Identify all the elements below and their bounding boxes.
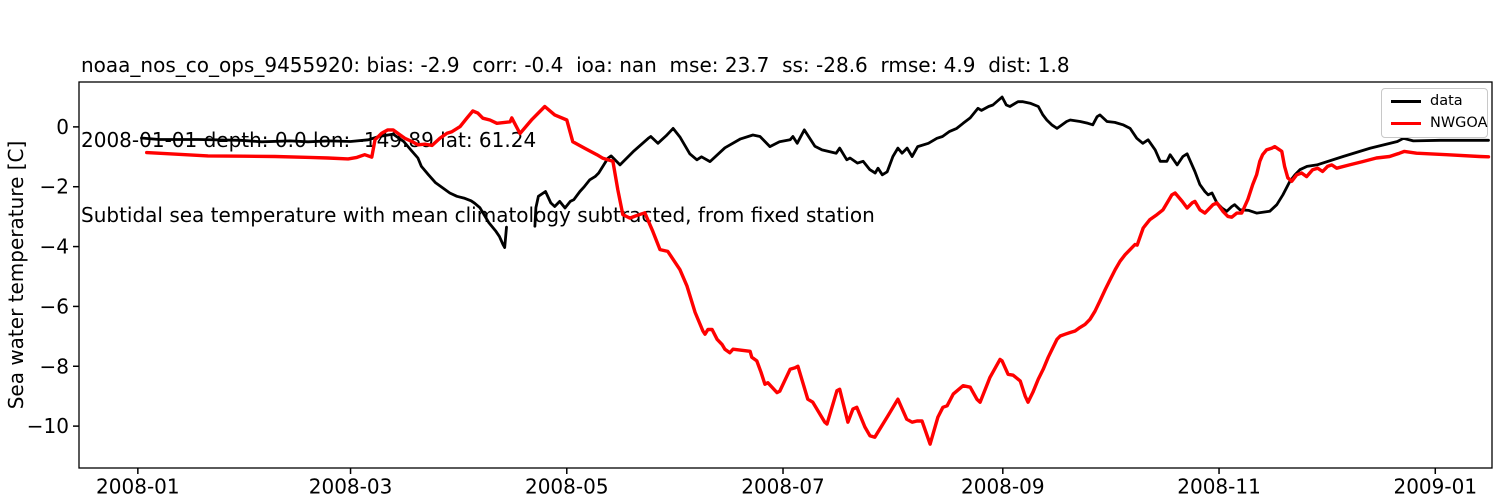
x-tick-label: 2009-01 (1393, 475, 1477, 499)
axes-frame (78, 81, 1493, 469)
series-line-nwgoa (144, 104, 1491, 446)
legend-label-data: data (1430, 93, 1463, 109)
x-tick-label: 2008-03 (309, 475, 393, 499)
x-tick-label: 2008-07 (741, 475, 825, 499)
y-tick-label: 0 (56, 115, 69, 139)
x-tick-label: 2008-01 (96, 475, 180, 499)
x-tick-label: 2008-11 (1177, 475, 1261, 499)
y-tick-label: −2 (40, 175, 69, 199)
series-line-data (533, 95, 1490, 228)
chart-title-line-3: Subtidal sea temperature with mean clima… (81, 203, 875, 227)
y-tick-label: −8 (40, 354, 69, 378)
legend-line-sample-data (1391, 100, 1421, 103)
x-tick-label: 2008-05 (525, 475, 609, 499)
x-tick-label: 2008-09 (961, 475, 1045, 499)
legend-entry-nwgoa: NWGOA (1391, 116, 1488, 131)
chart-title: noaa_nos_co_ops_9455920: bias: -2.9 corr… (81, 3, 1070, 278)
legend-label-nwgoa: NWGOA (1430, 115, 1488, 131)
series-line-data (139, 132, 508, 249)
legend-entry-data: data (1391, 94, 1478, 109)
legend-line-sample-nwgoa (1391, 121, 1421, 126)
y-tick-label: −6 (40, 294, 69, 318)
chart-title-line-1: noaa_nos_co_ops_9455920: bias: -2.9 corr… (81, 53, 1070, 77)
legend: data NWGOA (1381, 88, 1488, 138)
y-tick-label: −4 (40, 235, 69, 259)
y-tick-label: −10 (27, 414, 69, 438)
